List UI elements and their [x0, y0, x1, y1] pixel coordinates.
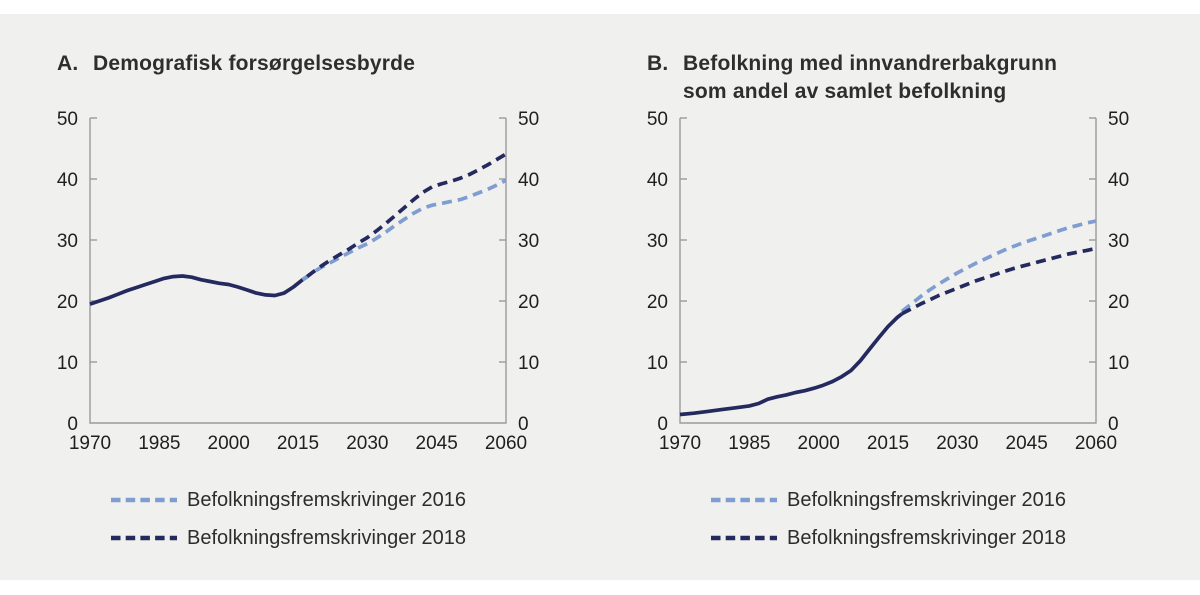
x-tick-label: 2015 [867, 433, 909, 454]
series-proj2016 [301, 178, 507, 282]
x-tick-label: 1970 [659, 433, 701, 454]
x-tick-label: 2045 [416, 433, 458, 454]
x-tick-label: 2000 [798, 433, 840, 454]
chart-b-title-line1: Befolkning med innvandrerbakgrunn [683, 52, 1058, 75]
chart-b-title-line2: som andel av samlet befolkning [683, 80, 1007, 103]
y-tick-label-right: 20 [518, 292, 539, 313]
chart-a-title-prefix: A. [57, 52, 79, 75]
x-tick-label: 2015 [277, 433, 319, 454]
x-tick-label: 1985 [138, 433, 180, 454]
chart-a-title: A. Demografisk forsørgelsesbyrde [57, 50, 577, 78]
y-tick-label-right: 20 [1108, 292, 1129, 313]
y-tick-label-right: 0 [1108, 414, 1119, 435]
y-tick-label-left: 30 [647, 231, 668, 252]
x-tick-label: 2060 [485, 433, 527, 454]
legend-label-2016: Befolkningsfremskrivinger 2016 [187, 489, 467, 511]
chart-b-legend-item-2016: Befolkningsfremskrivinger 2016 [710, 488, 1066, 512]
series-proj2016 [900, 219, 1097, 313]
y-tick-label-left: 20 [647, 292, 668, 313]
y-tick-label-left: 20 [57, 292, 78, 313]
chart-b-legend: Befolkningsfremskrivinger 2016 Befolknin… [710, 488, 1066, 550]
chart-a-title-lines: Demografisk forsørgelsesbyrde [93, 50, 415, 78]
x-tick-label: 2000 [208, 433, 250, 454]
y-tick-label-left: 30 [57, 231, 78, 252]
y-tick-label-left: 0 [657, 414, 668, 435]
dashed-line-swatch-2016 [111, 497, 177, 503]
legend-label-2018: Befolkningsfremskrivinger 2018 [787, 527, 1067, 549]
chart-b-title-prefix: B. [647, 52, 669, 75]
series-historical-historical [89, 274, 309, 306]
y-tick-label-left: 10 [647, 353, 668, 374]
y-tick-label-left: 10 [57, 353, 78, 374]
x-tick-label: 1985 [728, 433, 770, 454]
x-tick-label: 2030 [936, 433, 978, 454]
y-tick-label-right: 0 [518, 414, 529, 435]
y-tick-label-left: 50 [57, 109, 78, 130]
chart-a-legend-item-2016: Befolkningsfremskrivinger 2016 [110, 488, 466, 512]
y-tick-label-right: 50 [1108, 109, 1129, 130]
y-tick-label-left: 50 [647, 109, 668, 130]
chart-a-legend: Befolkningsfremskrivinger 2016 Befolknin… [110, 488, 466, 550]
legend-label-2016: Befolkningsfremskrivinger 2016 [787, 489, 1067, 511]
dashed-line-swatch-2018 [111, 535, 177, 541]
x-tick-label: 1970 [69, 433, 111, 454]
chart-b-legend-item-2018: Befolkningsfremskrivinger 2018 [710, 526, 1066, 550]
x-tick-label: 2030 [346, 433, 388, 454]
y-tick-label-right: 10 [518, 353, 539, 374]
x-tick-label: 2045 [1006, 433, 1048, 454]
dashed-line-swatch-2016 [711, 497, 777, 503]
chart-b-title-lines: Befolkning med innvandrerbakgrunn som an… [683, 50, 1057, 106]
dashed-line-swatch-2018 [711, 535, 777, 541]
series-proj2018 [901, 246, 1097, 316]
x-tick-label: 2060 [1075, 433, 1117, 454]
chart-a-title-line1: Demografisk forsørgelsesbyrde [93, 52, 416, 75]
series-historical-historical [679, 312, 904, 417]
y-tick-label-right: 40 [518, 170, 539, 191]
y-tick-label-left: 40 [57, 170, 78, 191]
y-tick-label-right: 10 [1108, 353, 1129, 374]
chart-a-legend-item-2018: Befolkningsfremskrivinger 2018 [110, 526, 466, 550]
y-tick-label-right: 30 [1108, 231, 1129, 252]
axes-frame [89, 118, 507, 424]
y-tick-label-right: 30 [518, 231, 539, 252]
series-proj2018 [306, 152, 507, 279]
y-tick-label-right: 50 [518, 109, 539, 130]
axes-frame [679, 118, 1097, 424]
y-tick-label-left: 40 [647, 170, 668, 191]
legend-label-2018: Befolkningsfremskrivinger 2018 [187, 527, 467, 549]
y-tick-label-left: 0 [67, 414, 78, 435]
chart-b-title: B. Befolkning med innvandrerbakgrunn som… [647, 50, 1167, 106]
y-tick-label-right: 40 [1108, 170, 1129, 191]
figure-panel: A. Demografisk forsørgelsesbyrde 0 0 10 10 2… [0, 14, 1200, 580]
